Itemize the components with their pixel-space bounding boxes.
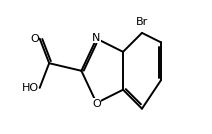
Text: N: N (92, 33, 101, 43)
Text: HO: HO (22, 83, 39, 93)
Text: Br: Br (136, 17, 148, 27)
Text: O: O (30, 34, 39, 44)
Text: O: O (92, 99, 101, 109)
